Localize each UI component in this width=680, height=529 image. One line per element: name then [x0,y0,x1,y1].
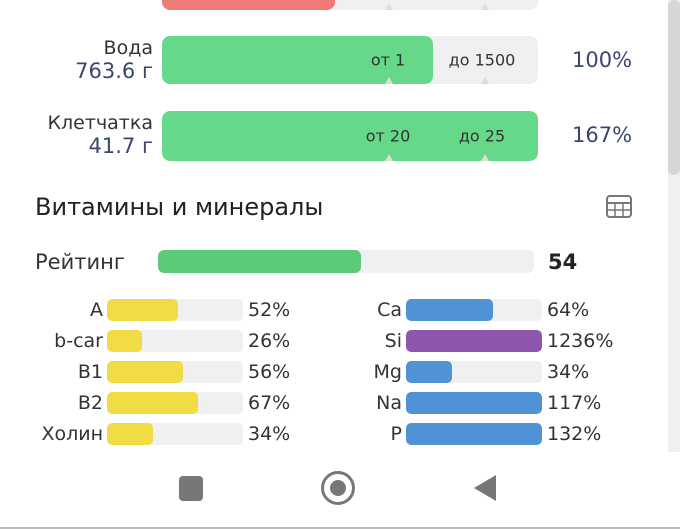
vitamin-name: B1 [77,361,103,383]
vitamin-name: Холин [41,423,103,445]
mineral-bar [406,330,542,352]
table-icon[interactable] [606,195,632,218]
nutrient-value: 41.7 г [88,134,153,158]
rating-label: Рейтинг [35,250,125,274]
nutrient-name: Клетчатка [47,112,153,134]
mineral-bar [406,392,542,414]
vitamin-fill [107,361,184,383]
nutrient-name: Вода [103,37,153,59]
vitamin-bar [107,361,243,383]
bottom-divider [0,527,680,529]
mineral-name: Ca [377,299,402,321]
rating-value: 54 [548,250,578,274]
nutrient-percent: 100% [572,48,633,72]
scrollbar-thumb[interactable] [668,0,680,175]
mineral-percent: 64% [547,299,590,321]
nutrient-fill [162,111,538,161]
vitamin-percent: 26% [248,330,291,352]
vitamin-fill [107,392,199,414]
vitamin-fill [107,423,154,445]
section-title: Витамины и минералы [35,193,324,221]
mineral-fill [406,392,542,414]
mineral-bar [406,361,542,383]
vitamin-percent: 34% [248,423,291,445]
vitamin-name: A [90,299,103,321]
vitamin-percent: 67% [248,392,291,414]
vitamin-bar [107,330,243,352]
mineral-percent: 132% [547,423,602,445]
mineral-fill [406,330,542,352]
vitamin-percent: 56% [248,361,291,383]
back-button[interactable] [474,475,496,501]
vitamin-bar [107,423,243,445]
vitamin-name: B2 [77,392,103,414]
rating-bar [158,250,534,273]
range-to: до 1500 [448,50,516,70]
circle-icon [330,480,346,496]
range-from: от 1 [370,50,406,70]
vitamin-name: b-car [54,330,103,352]
mineral-fill [406,299,494,321]
vitamin-fill [107,330,143,352]
mineral-percent: 1236% [547,330,614,352]
mineral-bar [406,299,542,321]
vitamin-bar [107,299,243,321]
mineral-name: Mg [373,361,402,383]
nutrient-bar: от 1 до 1500 [162,36,538,84]
mineral-name: P [390,423,402,445]
rating-fill [158,250,362,273]
mineral-fill [406,423,542,445]
partial-nutrient-fill [162,0,335,10]
mineral-name: Na [376,392,402,414]
vitamin-bar [107,392,243,414]
partial-nutrient-bar [162,0,538,10]
range-to: до 25 [458,126,506,146]
mineral-fill [406,361,453,383]
mineral-bar [406,423,542,445]
nutrient-fill [162,36,433,84]
vitamin-percent: 52% [248,299,291,321]
mineral-name: Si [384,330,402,352]
range-from: от 20 [365,126,411,146]
mineral-percent: 34% [547,361,590,383]
nutrient-value: 763.6 г [75,59,153,83]
mineral-percent: 117% [547,392,602,414]
nutrient-percent: 167% [572,123,633,147]
home-button[interactable] [321,471,355,505]
recents-button[interactable] [179,476,203,501]
vitamin-fill [107,299,178,321]
nutrient-bar: от 20 до 25 [162,111,538,161]
